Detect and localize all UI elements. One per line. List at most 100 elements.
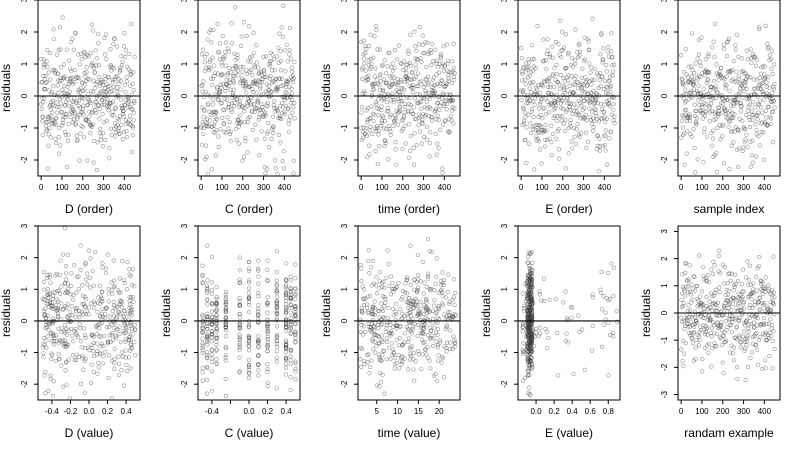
data-point — [743, 346, 748, 351]
data-point — [382, 126, 387, 131]
data-point — [380, 353, 385, 358]
data-point — [762, 97, 767, 102]
y-tick-label: 1 — [500, 286, 509, 291]
data-point — [769, 291, 774, 296]
data-point — [439, 290, 445, 295]
data-point — [64, 344, 69, 349]
data-point — [263, 89, 268, 94]
data-point — [411, 350, 417, 356]
data-point — [72, 112, 77, 117]
data-point — [754, 78, 760, 83]
data-point — [63, 360, 69, 365]
data-point — [693, 61, 698, 66]
data-point — [732, 272, 738, 277]
data-point — [361, 38, 366, 43]
data-point — [688, 91, 693, 96]
data-point — [768, 116, 774, 121]
data-point — [259, 129, 264, 134]
data-point — [121, 114, 126, 119]
data-point — [708, 291, 714, 296]
data-point — [732, 112, 737, 117]
data-point — [735, 365, 740, 370]
data-point — [85, 158, 90, 163]
data-point — [237, 99, 242, 104]
data-point — [293, 359, 298, 364]
data-point — [227, 77, 232, 83]
data-point — [520, 78, 525, 83]
data-point — [726, 124, 731, 130]
data-point — [266, 145, 272, 150]
data-point — [201, 131, 206, 136]
data-point — [90, 121, 95, 127]
data-point — [360, 76, 365, 81]
data-point — [63, 322, 68, 327]
data-point — [528, 284, 533, 289]
data-point — [439, 100, 444, 105]
data-point — [274, 359, 279, 364]
data-point — [767, 354, 772, 359]
data-point — [769, 334, 774, 339]
data-point — [372, 339, 377, 344]
data-point — [746, 364, 751, 370]
data-point — [411, 85, 416, 91]
data-point — [688, 89, 694, 94]
data-point — [571, 64, 576, 69]
data-point — [244, 34, 249, 39]
data-point — [130, 307, 135, 312]
data-point — [772, 81, 777, 86]
data-point — [103, 76, 108, 82]
data-point — [375, 47, 380, 52]
data-point — [749, 313, 754, 318]
data-point — [51, 27, 56, 32]
data-point — [209, 315, 214, 320]
data-point — [249, 101, 254, 106]
data-point — [524, 96, 530, 101]
data-point — [120, 59, 125, 64]
data-point — [712, 344, 717, 349]
data-point — [62, 84, 67, 89]
data-point — [564, 331, 569, 336]
data-point — [283, 345, 289, 350]
data-point — [102, 315, 107, 321]
data-point — [727, 271, 732, 276]
x-axis-label: D (value) — [65, 426, 114, 440]
data-point — [402, 123, 407, 128]
data-point — [104, 57, 109, 62]
data-point — [214, 295, 219, 300]
data-point — [209, 339, 214, 344]
data-point — [50, 393, 55, 398]
data-point — [387, 50, 392, 55]
data-point — [726, 288, 731, 293]
data-point — [686, 97, 691, 102]
data-point — [264, 82, 269, 87]
data-point — [272, 158, 278, 163]
data-point — [112, 283, 118, 289]
data-point — [200, 272, 205, 277]
data-point — [54, 100, 59, 105]
data-point — [60, 123, 65, 128]
data-point — [451, 98, 456, 103]
data-point — [710, 45, 715, 50]
data-point — [223, 300, 228, 305]
data-point — [729, 308, 734, 313]
data-point — [206, 171, 211, 176]
data-point — [237, 355, 242, 360]
data-point — [751, 54, 756, 59]
data-point — [211, 27, 216, 33]
data-point — [374, 106, 379, 111]
data-point — [274, 349, 279, 354]
data-point — [702, 332, 708, 337]
data-point — [209, 291, 214, 296]
data-point — [439, 283, 444, 288]
data-point — [246, 269, 252, 274]
data-point — [210, 83, 215, 88]
data-point — [554, 62, 559, 68]
data-point — [64, 111, 69, 116]
y-tick-label: 0 — [180, 318, 189, 323]
data-point — [440, 270, 445, 275]
data-point — [573, 73, 578, 78]
data-point — [236, 124, 241, 129]
data-point — [49, 300, 54, 305]
data-point — [101, 144, 106, 149]
